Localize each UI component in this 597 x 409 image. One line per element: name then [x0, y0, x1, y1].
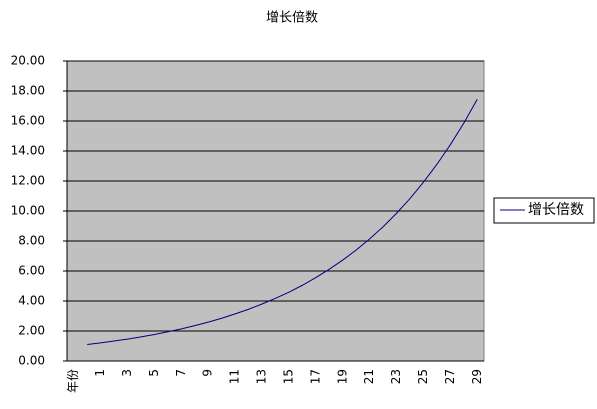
y-tick-label: 4.00 — [18, 294, 45, 308]
y-tick-label: 2.00 — [18, 324, 45, 338]
x-tick-label: 11 — [228, 369, 242, 384]
chart-title: 增长倍数 — [266, 11, 318, 26]
x-tick-label: 9 — [201, 369, 215, 377]
y-tick-label: 8.00 — [18, 234, 45, 248]
x-tick-label: 19 — [335, 369, 349, 384]
x-tick-label: 7 — [174, 369, 188, 377]
y-tick-label: 14.00 — [11, 144, 45, 158]
x-tick-label: 3 — [120, 369, 134, 377]
y-tick-label: 16.00 — [11, 114, 45, 128]
y-tick-label: 6.00 — [18, 264, 45, 278]
x-tick-label: 29 — [470, 369, 484, 384]
x-tick-label: 13 — [255, 369, 269, 384]
x-tick-label: 25 — [416, 369, 430, 384]
x-tick-label: 21 — [362, 369, 376, 384]
y-tick-label: 0.00 — [18, 354, 45, 368]
legend-label: 增长倍数 — [528, 202, 584, 218]
y-tick-label: 20.00 — [11, 54, 45, 68]
x-tick-label: 23 — [389, 369, 403, 384]
x-tick-label: 17 — [308, 369, 322, 384]
x-tick-label: 15 — [281, 369, 295, 384]
y-tick-label: 18.00 — [11, 84, 45, 98]
y-tick-label: 10.00 — [11, 204, 45, 218]
x-tick-label: 1 — [93, 369, 107, 377]
x-tick-label: 27 — [443, 369, 457, 384]
x-tick-label: 5 — [147, 369, 161, 377]
x-tick-label: 年份 — [66, 369, 80, 393]
data-line — [87, 99, 478, 345]
y-tick-label: 12.00 — [11, 174, 45, 188]
